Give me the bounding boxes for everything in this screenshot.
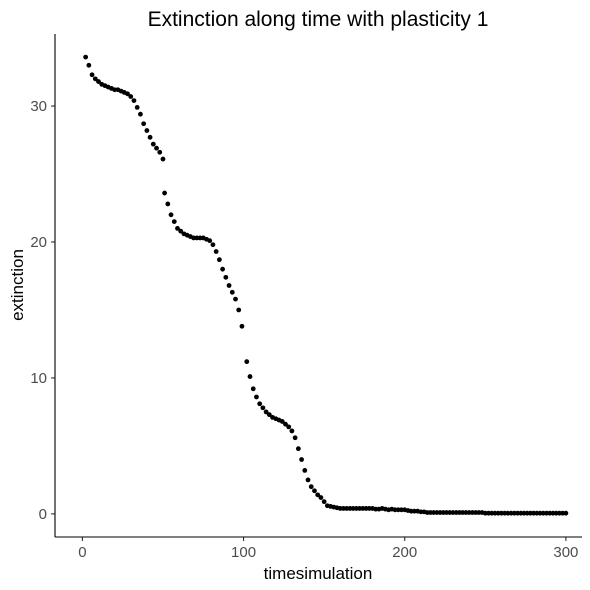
data-point: [138, 111, 143, 117]
data-points: [83, 54, 569, 516]
data-point: [321, 499, 327, 505]
data-point: [250, 386, 256, 392]
y-tick-label: 0: [39, 506, 47, 523]
data-point: [157, 149, 163, 155]
data-point: [236, 307, 242, 313]
data-point: [131, 98, 137, 104]
data-point: [233, 296, 238, 302]
data-point: [239, 323, 245, 329]
data-point: [175, 226, 180, 231]
data-point: [286, 424, 292, 430]
data-point: [210, 242, 216, 248]
data-point: [150, 141, 156, 147]
data-point: [144, 128, 150, 133]
data-point: [207, 238, 213, 244]
data-point: [154, 145, 159, 151]
data-point: [263, 409, 269, 415]
data-point: [260, 405, 266, 411]
y-tick-label: 10: [30, 370, 47, 387]
data-point: [86, 62, 92, 68]
data-point: [299, 457, 304, 462]
data-point: [168, 212, 174, 218]
data-point: [89, 72, 95, 78]
data-point: [305, 477, 311, 483]
data-point: [247, 374, 253, 379]
data-point: [279, 419, 285, 424]
data-point: [257, 401, 263, 407]
x-tick-label: 0: [78, 544, 86, 561]
data-point: [147, 134, 153, 140]
data-point: [162, 190, 167, 196]
y-axis-ticks: 0 10 20 30: [30, 98, 55, 523]
data-point: [160, 156, 166, 162]
data-point: [213, 249, 219, 254]
data-point: [128, 94, 134, 99]
data-point: [220, 266, 226, 272]
data-point: [125, 91, 130, 97]
data-point: [312, 488, 317, 494]
x-tick-label: 300: [553, 544, 578, 561]
data-point: [254, 394, 259, 400]
data-point: [226, 283, 232, 288]
data-point: [83, 54, 89, 60]
data-point: [96, 79, 101, 84]
data-point: [229, 289, 235, 295]
data-point: [216, 257, 222, 263]
x-axis-title: timesimulation: [264, 564, 373, 583]
x-tick-label: 100: [231, 544, 256, 561]
y-tick-label: 20: [30, 234, 47, 251]
data-point: [283, 421, 288, 427]
data-point: [266, 412, 272, 418]
data-point: [178, 228, 184, 234]
chart-title: Extinction along time with plasticity 1: [148, 8, 489, 31]
x-axis-ticks: 0 100 200 300: [78, 537, 578, 561]
data-point: [308, 484, 314, 490]
data-point: [563, 510, 569, 516]
data-point: [244, 359, 250, 365]
x-tick-label: 200: [392, 544, 417, 561]
data-point: [171, 219, 177, 225]
y-axis-title: extinction: [8, 249, 27, 321]
data-point: [165, 201, 171, 207]
data-point: [141, 121, 147, 127]
data-point: [315, 492, 321, 498]
data-point: [295, 446, 301, 452]
data-point: [292, 435, 298, 441]
data-point: [92, 76, 98, 82]
data-point: [302, 467, 308, 473]
data-point: [318, 495, 324, 500]
data-point: [289, 428, 295, 434]
y-tick-label: 30: [30, 98, 47, 115]
data-point: [223, 274, 229, 280]
data-point: [134, 105, 140, 110]
